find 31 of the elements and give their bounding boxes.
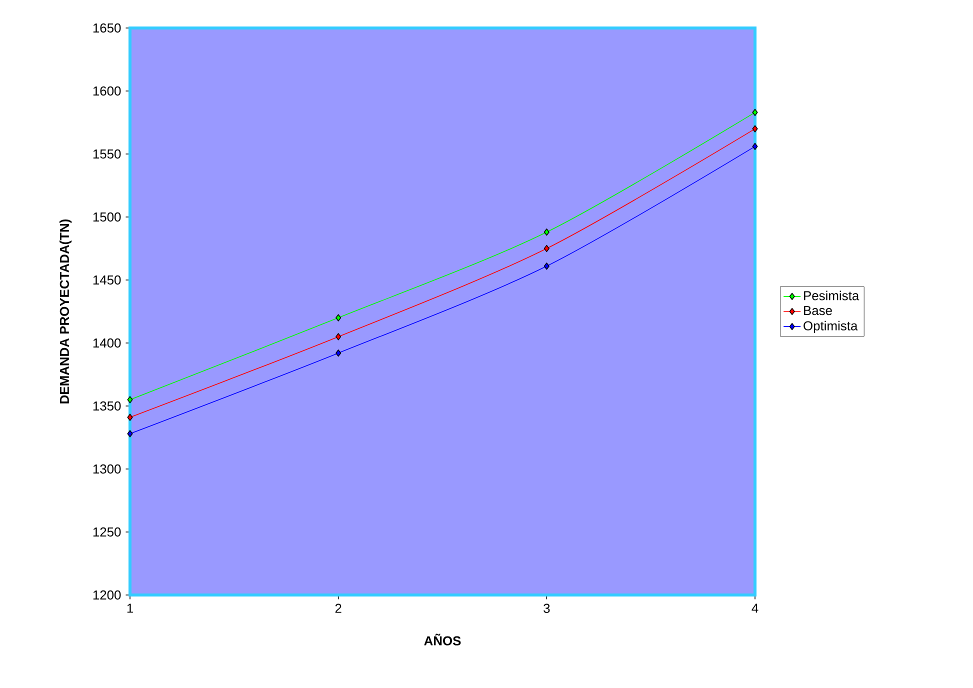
- x-tick-label: 2: [335, 604, 342, 613]
- point: [544, 228, 550, 236]
- y-tick-label: 1550: [93, 149, 121, 159]
- x-tick-label: 3: [544, 604, 550, 613]
- legend-label: Optimista: [804, 320, 858, 333]
- legend-label: Base: [804, 306, 832, 316]
- y-tick-label: 1200: [93, 590, 121, 600]
- y-tick-label: 1250: [93, 527, 121, 537]
- point: [336, 314, 342, 322]
- x-tick-label: 4: [752, 604, 758, 613]
- point: [752, 125, 758, 132]
- point: [127, 430, 133, 438]
- y-tick-label: 1500: [93, 212, 121, 222]
- y-tick-label: 1400: [93, 338, 121, 348]
- point: [336, 349, 342, 357]
- y-tick-label: 1650: [93, 23, 121, 33]
- point: [544, 262, 550, 270]
- point: [336, 333, 342, 340]
- x-tick-label: 1: [127, 604, 133, 613]
- y-axis-title: DEMANDA PROYECTADA(TN): [60, 219, 72, 404]
- y-tick-label: 1600: [93, 86, 121, 96]
- legend-label: Pesimista: [804, 290, 860, 300]
- point: [127, 396, 133, 404]
- x-axis-title: AÑOS: [424, 634, 461, 646]
- y-tick-label: 1450: [93, 275, 121, 285]
- point: [752, 142, 758, 150]
- point: [127, 414, 133, 421]
- point: [544, 244, 550, 252]
- y-tick-label: 1300: [93, 464, 121, 474]
- point: [752, 108, 758, 116]
- y-tick-label: 1350: [93, 401, 121, 411]
